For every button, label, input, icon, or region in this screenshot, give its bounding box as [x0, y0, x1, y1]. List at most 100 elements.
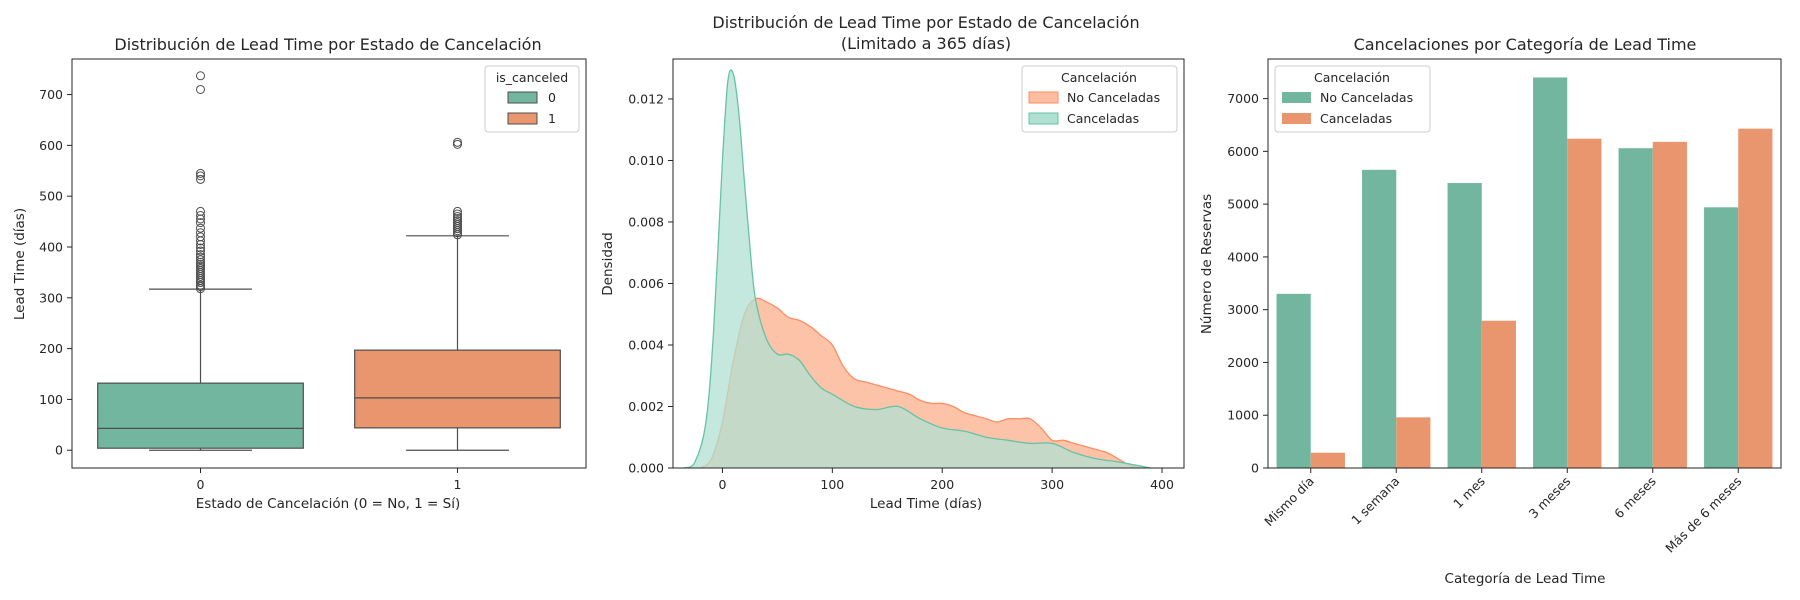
y-tick-label: 0.012 — [628, 91, 664, 106]
box-outlier — [196, 218, 205, 228]
bar-ylabel: Número de Reservas — [1199, 194, 1215, 334]
box-outlier — [196, 168, 205, 178]
box-outlier — [453, 137, 462, 147]
x-tick-label: 400 — [1150, 477, 1174, 492]
x-tick-label: 1 mes — [1450, 474, 1488, 512]
y-tick-label: 0 — [55, 443, 63, 458]
kde-xlabel: Lead Time (días) — [870, 496, 982, 512]
kde-legend-label-1: Canceladas — [1067, 111, 1139, 126]
y-tick-label: 700 — [39, 87, 63, 102]
kde-legend-title: Cancelación — [1061, 70, 1137, 85]
x-tick-label: 300 — [1040, 477, 1064, 492]
box-outlier — [196, 243, 205, 253]
boxplot-legend-title: is_canceled — [496, 70, 568, 85]
x-tick-label: 1 semana — [1348, 474, 1402, 528]
bar-legend-swatch-1 — [1282, 113, 1311, 124]
y-tick-label: 300 — [39, 290, 63, 305]
bar-canceladas — [1396, 417, 1431, 468]
x-tick-label: 1 — [454, 477, 462, 492]
box-outlier — [196, 206, 205, 216]
y-tick-label: 400 — [39, 239, 63, 254]
boxplot-legend-swatch-0 — [507, 91, 538, 104]
kde-frame — [672, 58, 1185, 469]
box-outlier — [453, 212, 462, 222]
kde-title: Distribución de Lead Time por Estado de … — [712, 13, 1139, 32]
bar-panel: Cancelaciones por Categoría de Lead Time… — [1199, 35, 1782, 587]
bar-canceladas — [1738, 128, 1773, 469]
y-tick-label: 600 — [39, 138, 63, 153]
y-tick-label: 4000 — [1227, 249, 1259, 264]
bar-no-canceladas — [1704, 207, 1739, 469]
y-tick-label: 0.008 — [628, 214, 664, 229]
box-outlier — [196, 84, 205, 94]
box-outlier — [196, 171, 205, 181]
y-tick-label: 1000 — [1227, 408, 1259, 423]
kde-legend: Cancelación No Canceladas Canceladas — [1021, 65, 1178, 133]
x-tick-label: 6 meses — [1611, 474, 1659, 522]
box-outlier — [196, 223, 205, 233]
kde-area-canceladas — [683, 69, 1152, 468]
y-tick-label: 0.006 — [628, 276, 664, 291]
box-outlier — [196, 250, 205, 260]
box-outlier — [196, 246, 205, 256]
y-tick-label: 200 — [39, 341, 63, 356]
y-tick-label: 5000 — [1227, 197, 1259, 212]
x-tick-label: Más de 6 meses — [1662, 474, 1744, 556]
boxplot-ylabel: Lead Time (días) — [12, 208, 28, 320]
kde-ylabel: Densidad — [600, 232, 616, 295]
y-tick-label: 0 — [1251, 461, 1259, 476]
box-outlier — [196, 71, 205, 81]
boxplot-title: Distribución de Lead Time por Estado de … — [114, 35, 541, 54]
y-tick-label: 0.010 — [628, 153, 664, 168]
kde-legend-swatch-1 — [1028, 112, 1059, 125]
boxplot-legend-swatch-1 — [507, 112, 538, 125]
bar-legend-label-1: Canceladas — [1320, 111, 1392, 126]
kde-panel: Distribución de Lead Time por Estado de … — [600, 13, 1185, 512]
kde-subtitle: (Limitado a 365 días) — [841, 34, 1011, 53]
box-body — [354, 349, 561, 429]
bar-no-canceladas — [1276, 293, 1311, 468]
y-tick-label: 500 — [39, 189, 63, 204]
box-outlier — [196, 174, 205, 184]
boxplot-panel: Distribución de Lead Time por Estado de … — [12, 35, 587, 512]
boxplot-legend-label-0: 0 — [548, 90, 556, 105]
y-tick-label: 0.004 — [628, 337, 664, 352]
box-outlier — [196, 232, 205, 242]
bar-legend-swatch-0 — [1282, 92, 1311, 103]
bar-legend: Cancelación No Canceladas Canceladas — [1274, 65, 1431, 133]
box-outlier — [453, 206, 462, 216]
y-tick-label: 7000 — [1227, 91, 1259, 106]
bar-title: Cancelaciones por Categoría de Lead Time — [1354, 35, 1697, 54]
box-body — [97, 382, 304, 449]
bar-canceladas — [1310, 452, 1345, 468]
bar-no-canceladas — [1618, 148, 1653, 468]
bar-no-canceladas — [1362, 169, 1397, 468]
boxplot-legend-label-1: 1 — [548, 111, 556, 126]
bar-canceladas — [1481, 320, 1516, 468]
bar-no-canceladas — [1447, 183, 1482, 468]
kde-line-canceladas — [683, 69, 1152, 469]
box-outlier — [196, 255, 205, 265]
boxplot-legend: is_canceled 0 1 — [484, 65, 580, 133]
box-outlier — [453, 139, 462, 149]
box-outlier — [196, 228, 205, 238]
bar-frame — [1267, 58, 1782, 469]
x-tick-label: 0 — [197, 477, 205, 492]
y-tick-label: 3000 — [1227, 302, 1259, 317]
y-tick-label: 2000 — [1227, 355, 1259, 370]
x-tick-label: 100 — [820, 477, 844, 492]
y-tick-label: 0.002 — [628, 399, 664, 414]
box-outlier — [196, 252, 205, 262]
kde-legend-label-0: No Canceladas — [1067, 90, 1160, 105]
x-tick-label: 0 — [718, 477, 726, 492]
x-tick-label: Mismo día — [1261, 474, 1317, 530]
box-outlier — [196, 210, 205, 220]
y-tick-label: 6000 — [1227, 144, 1259, 159]
boxplot-frame — [71, 58, 587, 469]
kde-line-no-canceladas — [700, 297, 1141, 469]
bar-xlabel: Categoría de Lead Time — [1445, 571, 1606, 587]
kde-legend-swatch-0 — [1028, 91, 1059, 104]
bar-canceladas — [1567, 138, 1602, 468]
box-outlier — [196, 280, 205, 290]
